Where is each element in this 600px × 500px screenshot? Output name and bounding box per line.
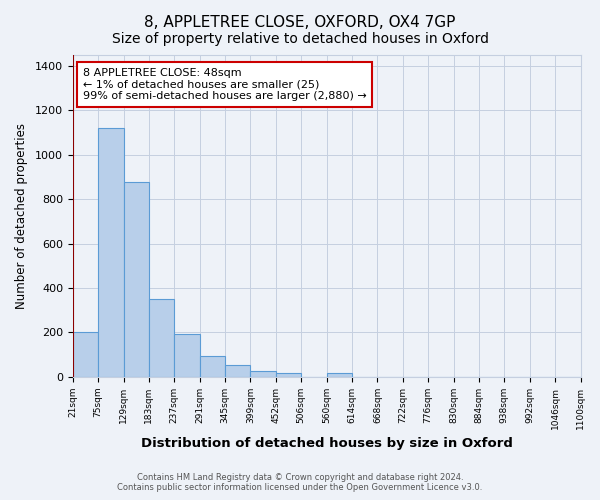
Text: 8 APPLETREE CLOSE: 48sqm
← 1% of detached houses are smaller (25)
99% of semi-de: 8 APPLETREE CLOSE: 48sqm ← 1% of detache… — [83, 68, 367, 101]
Bar — [276, 374, 301, 377]
Text: 8, APPLETREE CLOSE, OXFORD, OX4 7GP: 8, APPLETREE CLOSE, OXFORD, OX4 7GP — [145, 15, 455, 30]
Bar — [225, 364, 250, 377]
Bar — [98, 128, 124, 377]
Bar — [250, 372, 276, 377]
Text: Contains HM Land Registry data © Crown copyright and database right 2024.
Contai: Contains HM Land Registry data © Crown c… — [118, 473, 482, 492]
Y-axis label: Number of detached properties: Number of detached properties — [15, 123, 28, 309]
X-axis label: Distribution of detached houses by size in Oxford: Distribution of detached houses by size … — [141, 437, 512, 450]
Bar — [175, 334, 200, 377]
Bar — [73, 332, 98, 377]
Bar — [124, 182, 149, 377]
Bar — [149, 299, 175, 377]
Text: Size of property relative to detached houses in Oxford: Size of property relative to detached ho… — [112, 32, 488, 46]
Bar — [200, 356, 225, 377]
Bar — [326, 374, 352, 377]
